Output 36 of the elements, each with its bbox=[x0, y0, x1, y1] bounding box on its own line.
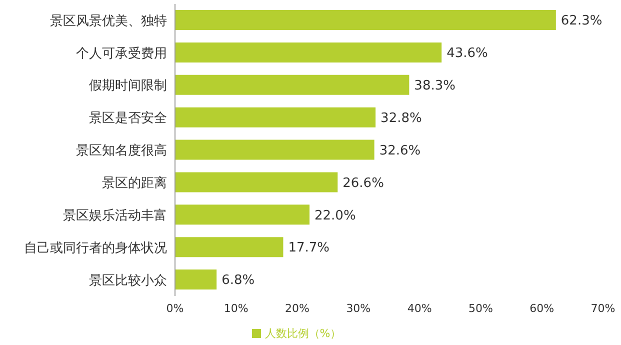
data-label: 62.3% bbox=[560, 14, 602, 29]
legend-label: 人数比例（%） bbox=[264, 327, 342, 340]
x-tick-label: 60% bbox=[530, 302, 554, 315]
x-tick-label: 10% bbox=[224, 302, 248, 315]
y-tick-label: 景区是否安全 bbox=[89, 110, 167, 126]
y-tick-label: 景区娱乐活动丰富 bbox=[63, 208, 167, 224]
data-label: 38.3% bbox=[414, 78, 456, 94]
data-label: 43.6% bbox=[446, 46, 488, 62]
y-tick-label: 景区比较小众 bbox=[89, 273, 167, 288]
x-tick-label: 0% bbox=[166, 302, 184, 315]
bar bbox=[175, 270, 217, 290]
data-label: 6.8% bbox=[222, 273, 255, 288]
data-label: 32.8% bbox=[380, 110, 422, 126]
x-tick-label: 50% bbox=[468, 302, 493, 315]
y-tick-label: 景区知名度很高 bbox=[76, 142, 167, 159]
bar bbox=[175, 204, 310, 225]
x-tick-label: 30% bbox=[346, 302, 371, 315]
x-tick-label: 20% bbox=[285, 302, 310, 315]
y-tick-label: 景区风景优美、独特 bbox=[50, 12, 167, 29]
data-label: 32.6% bbox=[379, 143, 421, 158]
bar bbox=[175, 237, 284, 258]
x-tick-label: 40% bbox=[407, 302, 432, 315]
x-tick-label: 70% bbox=[590, 302, 616, 315]
bar bbox=[175, 74, 410, 95]
bar bbox=[175, 107, 376, 128]
bar bbox=[175, 10, 556, 30]
y-tick-label: 假期时间限制 bbox=[89, 78, 167, 94]
data-label: 17.7% bbox=[288, 240, 330, 256]
bar bbox=[175, 140, 374, 160]
y-tick-label: 个人可承受费用 bbox=[76, 46, 167, 62]
y-tick-label: 景区的距离 bbox=[102, 175, 167, 192]
data-label: 22.0% bbox=[314, 208, 356, 224]
y-tick-label: 自己或同行者的身体状况 bbox=[24, 240, 167, 256]
bar bbox=[175, 42, 442, 62]
bar bbox=[175, 172, 338, 192]
data-label: 26.6% bbox=[342, 176, 384, 191]
